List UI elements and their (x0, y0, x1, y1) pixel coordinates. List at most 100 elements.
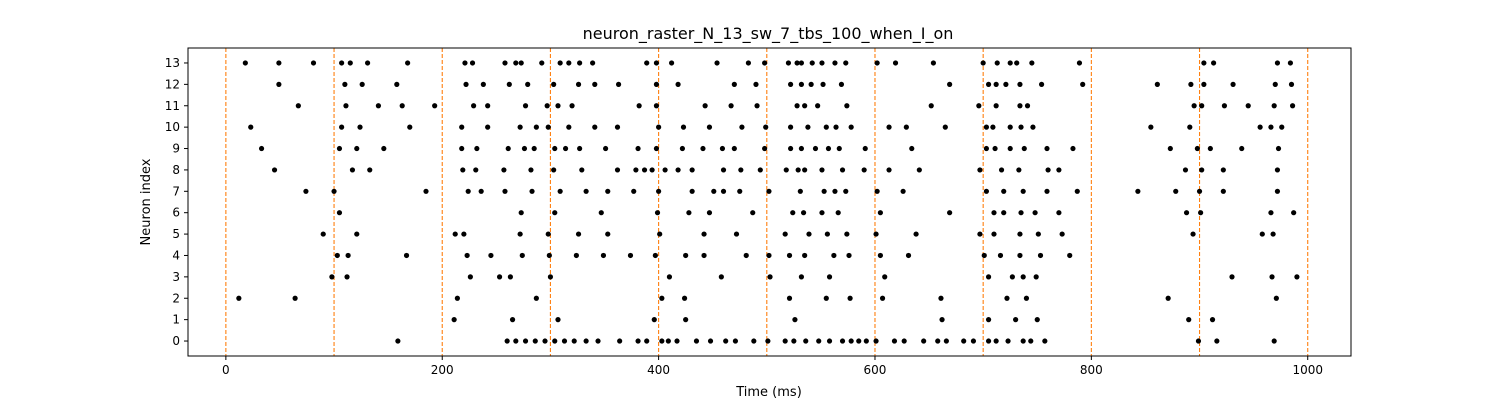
spike-point (1271, 338, 1277, 344)
spike-point (454, 295, 460, 301)
spike-point (605, 188, 611, 194)
spike-point (803, 338, 809, 344)
spike-point (651, 317, 657, 323)
spike-point (405, 60, 411, 66)
y-tick-label: 8 (172, 163, 180, 177)
spike-point (1044, 188, 1050, 194)
spike-point (812, 145, 819, 152)
spike-point (1056, 167, 1062, 173)
spike-point (653, 103, 660, 109)
spike-point (343, 103, 349, 109)
spike-point (763, 124, 769, 130)
spike-point (533, 295, 539, 301)
spike-point (1021, 145, 1027, 152)
spike-point (886, 167, 892, 173)
spike-point (236, 295, 242, 301)
spike-point (467, 274, 473, 280)
spike-point (1214, 338, 1220, 344)
spike-point (566, 124, 572, 130)
spike-point (551, 81, 557, 87)
spike-point (798, 145, 805, 152)
spike-point (832, 188, 838, 194)
spike-point (579, 167, 585, 173)
spike-point (795, 167, 801, 173)
spike-point (728, 103, 734, 109)
spike-point (991, 231, 997, 237)
spike-point (407, 124, 413, 130)
spike-point (354, 231, 360, 237)
spike-point (1020, 274, 1026, 280)
spike-point (794, 103, 800, 109)
spike-point (653, 60, 660, 66)
spike-point (1017, 252, 1023, 259)
spike-point (1070, 145, 1076, 152)
spike-point (1191, 103, 1197, 109)
spike-point (367, 167, 373, 173)
spike-point (743, 252, 749, 259)
spike-point (723, 338, 729, 344)
spike-point (459, 124, 465, 130)
spike-point (551, 167, 557, 173)
spike-point (970, 338, 977, 344)
spike-point (1059, 231, 1065, 237)
spike-point (1001, 188, 1007, 194)
spike-point (683, 317, 689, 323)
spike-point (985, 317, 992, 323)
spike-point (258, 145, 265, 152)
spike-point (762, 60, 768, 66)
spike-point (862, 145, 868, 152)
spike-point (507, 274, 513, 280)
spike-point (461, 231, 467, 237)
spike-point (823, 124, 829, 130)
spike-point (1007, 145, 1013, 152)
spike-point (557, 188, 563, 194)
spike-point (731, 81, 737, 87)
spike-point (1199, 103, 1205, 109)
spike-point (1198, 210, 1204, 216)
spike-point (873, 338, 879, 344)
spike-point (1017, 81, 1023, 87)
spike-point (991, 210, 997, 216)
spike-point (464, 252, 470, 259)
spike-point (583, 338, 589, 344)
spike-point (485, 124, 491, 130)
spike-point (886, 124, 892, 130)
y-tick-label: 2 (172, 291, 180, 305)
spike-point (977, 231, 983, 237)
x-tick-label: 200 (431, 363, 454, 377)
spike-point (805, 124, 811, 130)
spike-point (1270, 231, 1276, 237)
spike-point (349, 167, 356, 173)
spike-point (1024, 103, 1031, 109)
spike-point (562, 145, 569, 152)
spike-point (1274, 188, 1281, 194)
spike-point (566, 60, 572, 66)
y-tick-label: 6 (172, 206, 180, 220)
spike-point (583, 188, 589, 194)
spike-point (1275, 145, 1282, 152)
spike-point (399, 103, 405, 109)
spike-point (1257, 124, 1263, 130)
spike-point (518, 60, 524, 66)
spike-point (846, 252, 852, 259)
spike-point (452, 231, 458, 237)
spike-point (339, 124, 345, 130)
spike-point (359, 81, 365, 87)
spike-point (900, 188, 906, 194)
spike-point (334, 252, 340, 259)
spike-point (1014, 60, 1020, 66)
spike-point (471, 103, 477, 109)
spike-point (873, 231, 879, 237)
spike-point (459, 145, 465, 152)
spike-point (802, 103, 808, 109)
spike-point (636, 103, 642, 109)
spike-point (656, 188, 662, 194)
spike-point (271, 167, 278, 173)
spike-point (1272, 81, 1278, 87)
spike-point (1273, 295, 1279, 301)
spike-point (863, 338, 869, 344)
spike-point (993, 81, 999, 87)
spike-point (1195, 338, 1202, 344)
spike-point (1005, 338, 1011, 344)
spike-point (633, 167, 639, 173)
